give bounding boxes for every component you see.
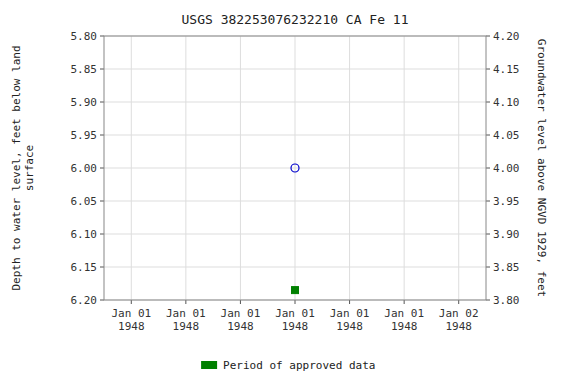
tick [100,201,104,202]
tick [100,234,104,235]
tick [486,300,490,301]
legend-label: Period of approved data [223,359,375,372]
tick [131,300,132,304]
tick [100,168,104,169]
tick-label: 6.10 [71,228,98,241]
tick-label: 4.10 [493,96,520,109]
tick-label: 4.15 [493,63,520,76]
grid-line [404,36,405,300]
tick [100,135,104,136]
tick-label: 5.85 [71,63,98,76]
tick-label: 6.15 [71,261,98,274]
tick-label: 3.95 [493,195,520,208]
marks [291,164,299,294]
grid [104,36,486,300]
legend-swatch [201,361,217,369]
title: USGS 382253076232210 CA Fe 11 [182,12,409,27]
tick [486,168,490,169]
axis-label: Depth to water level, feet below landsur… [10,45,36,290]
chart: 5.80 5.85 5.90 5.95 6.00 6.05 6.10 6.15 6.20 3.80… [0,0,576,384]
tick [100,267,104,268]
tick-label: 4.05 [493,129,520,142]
plot-frame [104,36,486,300]
tick [100,300,104,301]
tick [486,201,490,202]
grid-line [458,36,459,300]
tick [100,69,104,70]
grid-line [131,36,132,300]
tick [100,36,104,37]
tick-label: 3.90 [493,228,520,241]
tick-label: 4.20 [493,30,520,43]
tick-label: 3.80 [493,294,520,307]
axis-label: Groundwater level above NGVD 1929, feet [535,39,548,297]
legend: Period of approved data [201,359,375,372]
grid-line [349,36,350,300]
tick [458,300,459,304]
tick-label: 4.00 [493,162,520,175]
tick-label: Jan 011948 [166,307,206,333]
grid-line [240,36,241,300]
tick-label: Jan 011948 [221,307,261,333]
tick-label: Jan 021948 [439,307,479,333]
tick [404,300,405,304]
tick [185,300,186,304]
tick-label: Jan 011948 [384,307,424,333]
tick [486,69,490,70]
tick-label: 5.80 [71,30,98,43]
tick-label: Jan 011948 [111,307,151,333]
tick [100,102,104,103]
tick [240,300,241,304]
tick [486,135,490,136]
tick-label: Jan 011948 [275,307,315,333]
tick-label: 5.95 [71,129,98,142]
point [292,287,299,294]
axes: 5.80 5.85 5.90 5.95 6.00 6.05 6.10 6.15 6.20 3.80… [71,30,520,333]
tick-label: 6.05 [71,195,98,208]
point [291,164,299,172]
tick [486,36,490,37]
tick-label: 6.00 [71,162,98,175]
tick [486,267,490,268]
tick-label: Jan 011948 [330,307,370,333]
tick-label: 5.90 [71,96,98,109]
tick [486,234,490,235]
tick [295,300,296,304]
grid-line [185,36,186,300]
tick-label: 6.20 [71,294,98,307]
grid-line [295,36,296,300]
tick-label: 3.85 [493,261,520,274]
tick [349,300,350,304]
tick [486,102,490,103]
